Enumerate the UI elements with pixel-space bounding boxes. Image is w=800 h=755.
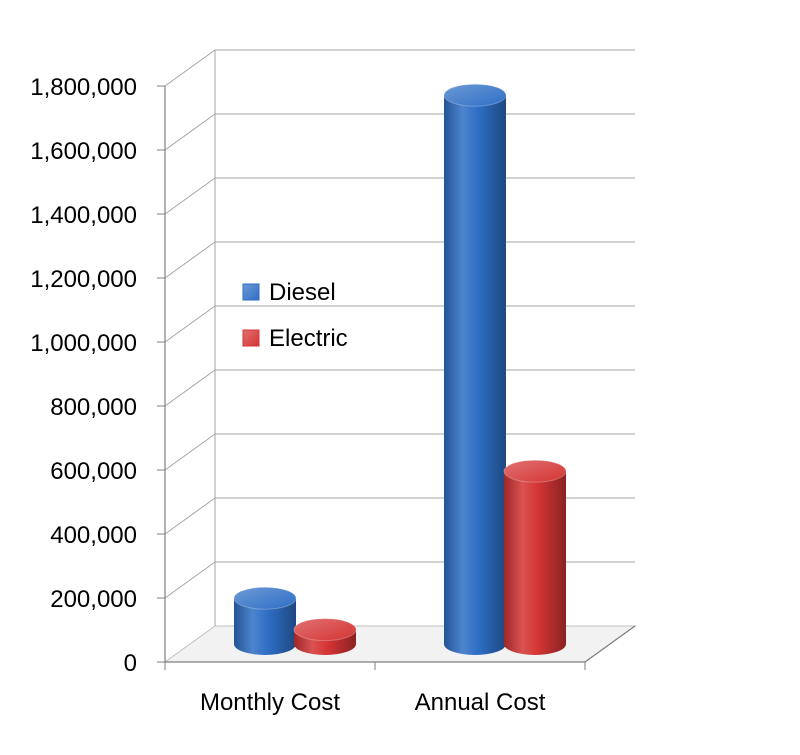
bar-top bbox=[503, 459, 567, 483]
y-tick-label: 0 bbox=[124, 650, 137, 677]
gridline-side bbox=[164, 113, 216, 151]
bar bbox=[293, 618, 357, 655]
gridline-side bbox=[164, 561, 216, 599]
y-tick-label: 1,600,000 bbox=[30, 138, 137, 165]
bar-body bbox=[234, 598, 296, 655]
legend-swatch bbox=[242, 283, 260, 301]
legend-label: Diesel bbox=[269, 279, 336, 306]
bar-top bbox=[443, 83, 507, 107]
legend: Diesel Electric bbox=[242, 279, 348, 352]
x-tick-labels: Monthly Cost Annual Cost bbox=[200, 689, 546, 716]
y-tick-label: 200,000 bbox=[50, 586, 137, 613]
bar bbox=[503, 459, 567, 655]
gridline-side bbox=[164, 369, 216, 407]
gridline-side bbox=[164, 241, 216, 279]
bar bbox=[443, 83, 507, 655]
x-tick-label: Annual Cost bbox=[415, 689, 546, 716]
y-tick-label: 1,000,000 bbox=[30, 330, 137, 357]
bar-body bbox=[444, 95, 506, 655]
y-tick-label: 600,000 bbox=[50, 458, 137, 485]
bar bbox=[233, 586, 297, 655]
legend-label: Electric bbox=[269, 325, 348, 352]
bar-top bbox=[293, 618, 357, 642]
x-tick-label: Monthly Cost bbox=[200, 689, 340, 716]
gridline-side bbox=[164, 497, 216, 535]
gridline-side bbox=[164, 177, 216, 215]
y-tick-labels: 0 200,000 400,000 600,000 800,000 1,000,000 1,… bbox=[30, 74, 137, 677]
y-tick-label: 1,200,000 bbox=[30, 266, 137, 293]
y-tick-label: 800,000 bbox=[50, 394, 137, 421]
y-tick-label: 1,800,000 bbox=[30, 74, 137, 101]
y-tick-label: 400,000 bbox=[50, 522, 137, 549]
legend-swatch bbox=[242, 329, 260, 347]
gridline-side bbox=[164, 305, 216, 343]
bar-body bbox=[504, 471, 566, 655]
gridline-side bbox=[164, 433, 216, 471]
axes bbox=[157, 85, 636, 670]
gridline-side bbox=[164, 49, 216, 87]
y-tick-label: 1,400,000 bbox=[30, 202, 137, 229]
floor-right-edge bbox=[584, 625, 636, 663]
bars bbox=[233, 83, 567, 655]
bar-top bbox=[233, 586, 297, 610]
